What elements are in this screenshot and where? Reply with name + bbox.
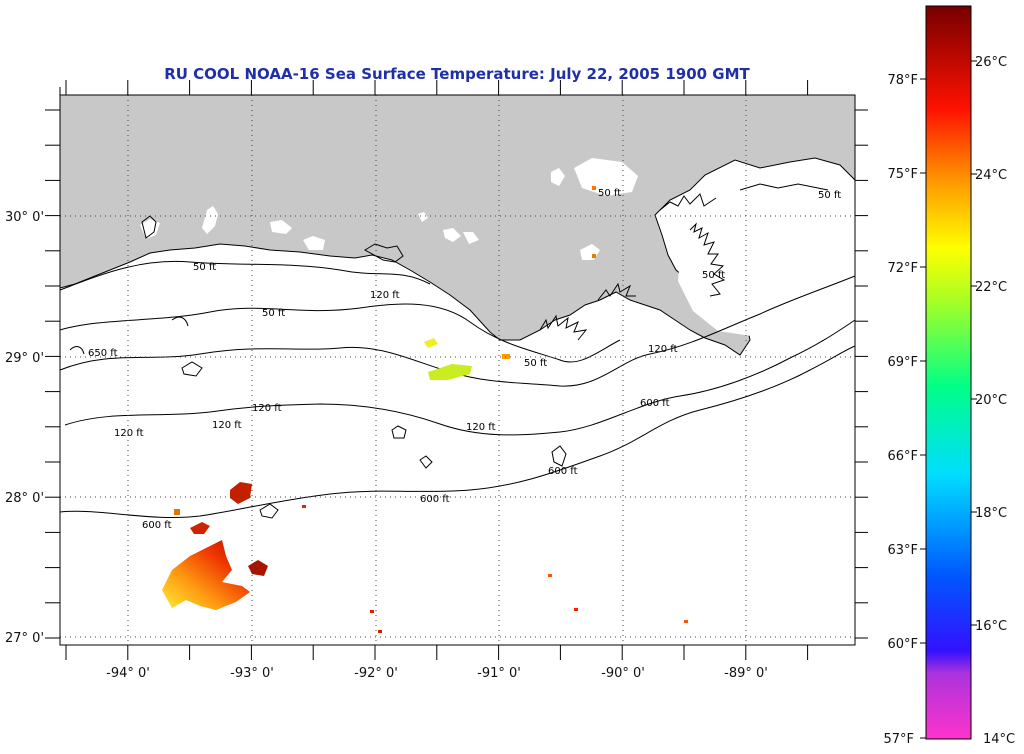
celsius-label: 14°C bbox=[983, 732, 1015, 747]
isobath-contours bbox=[59, 260, 856, 519]
map-area: 50 ft 50 ft 50 ft 50 ft 50 ft 50 ft 120 … bbox=[59, 94, 856, 646]
longitude-label: -91° 0' bbox=[477, 666, 521, 681]
sst-patch-hot bbox=[230, 482, 252, 504]
longitude-label: -90° 0' bbox=[601, 666, 645, 681]
sst-pixel bbox=[302, 505, 306, 508]
sst-pixel bbox=[574, 608, 578, 611]
isobath-label: 650 ft bbox=[88, 348, 118, 359]
isobath-labels: 50 ft 50 ft 50 ft 50 ft 50 ft 50 ft 120 … bbox=[88, 188, 841, 531]
sst-patch-hot bbox=[190, 522, 210, 534]
temperature-colorbar: 78°F 75°F 72°F 69°F 66°F 63°F 60°F 57°F … bbox=[883, 5, 1015, 747]
isobath-label: 600 ft bbox=[548, 466, 578, 477]
fahrenheit-label: 72°F bbox=[887, 261, 918, 276]
sst-pixel bbox=[684, 620, 688, 623]
sst-pixel bbox=[592, 186, 596, 190]
fahrenheit-label: 75°F bbox=[887, 167, 918, 182]
isobath-label: 600 ft bbox=[420, 494, 450, 505]
latitude-label: 30° 0' bbox=[5, 210, 44, 225]
colorbar-gradient bbox=[925, 5, 972, 740]
longitude-label: -89° 0' bbox=[724, 666, 768, 681]
isobath-label: 600 ft bbox=[142, 520, 172, 531]
sst-patch-hot bbox=[248, 560, 268, 576]
sst-pixel bbox=[592, 254, 596, 258]
celsius-labels: 26°C 24°C 22°C 20°C 18°C 16°C 14°C bbox=[975, 55, 1015, 747]
axis-ticks bbox=[45, 80, 868, 660]
delta-coastline bbox=[141, 183, 829, 341]
isobath-label: 50 ft bbox=[193, 262, 216, 273]
celsius-label: 22°C bbox=[975, 280, 1007, 295]
isobath-label: 120 ft bbox=[114, 428, 144, 439]
sst-patch-yellow bbox=[424, 338, 438, 348]
isobath-label: 600 ft bbox=[640, 398, 670, 409]
fahrenheit-label: 63°F bbox=[887, 543, 918, 558]
sst-pixel bbox=[370, 610, 374, 613]
isobath-label: 120 ft bbox=[370, 290, 400, 301]
latitude-label: 28° 0' bbox=[5, 491, 44, 506]
fahrenheit-labels: 78°F 75°F 72°F 69°F 66°F 63°F 60°F 57°F bbox=[883, 73, 918, 747]
isobath-label: 50 ft bbox=[818, 190, 841, 201]
map-frame bbox=[59, 94, 856, 646]
longitude-label: -92° 0' bbox=[354, 666, 398, 681]
sst-pixel bbox=[174, 509, 180, 515]
longitude-labels: -94° 0' -93° 0' -92° 0' -91° 0' -90° 0' … bbox=[106, 666, 768, 681]
land-coastline bbox=[59, 94, 856, 356]
fahrenheit-label: 57°F bbox=[883, 732, 914, 747]
sst-patch-yellow bbox=[428, 364, 472, 380]
lat-lon-grid bbox=[60, 95, 855, 645]
sst-data-patches bbox=[162, 186, 688, 633]
longitude-label: -93° 0' bbox=[230, 666, 274, 681]
longitude-label: -94° 0' bbox=[106, 666, 150, 681]
inland-water bbox=[140, 158, 848, 337]
sst-pixel bbox=[548, 574, 552, 577]
isobath-label: 50 ft bbox=[702, 270, 725, 281]
isobath-label: 50 ft bbox=[262, 308, 285, 319]
celsius-label: 16°C bbox=[975, 619, 1007, 634]
celsius-label: 18°C bbox=[975, 506, 1007, 521]
isobath-label: 120 ft bbox=[648, 344, 678, 355]
isobath-label: 120 ft bbox=[212, 420, 242, 431]
isobath-label: 50 ft bbox=[598, 188, 621, 199]
isobath-label: 120 ft bbox=[252, 403, 282, 414]
sst-patch-warm bbox=[162, 540, 250, 610]
isobath-label: 50 ft bbox=[524, 358, 547, 369]
celsius-label: 24°C bbox=[975, 168, 1007, 183]
celsius-label: 20°C bbox=[975, 393, 1007, 408]
fahrenheit-label: 69°F bbox=[887, 355, 918, 370]
latitude-label: 27° 0' bbox=[5, 631, 44, 646]
isobath-label: 120 ft bbox=[466, 422, 496, 433]
fahrenheit-label: 78°F bbox=[887, 73, 918, 88]
fahrenheit-label: 60°F bbox=[887, 637, 918, 652]
latitude-labels: 30° 0' 29° 0' 28° 0' 27° 0' bbox=[5, 210, 44, 646]
latitude-label: 29° 0' bbox=[5, 351, 44, 366]
fahrenheit-label: 66°F bbox=[887, 449, 918, 464]
celsius-label: 26°C bbox=[975, 55, 1007, 70]
sst-pixel bbox=[378, 630, 382, 633]
map-title: RU COOL NOAA-16 Sea Surface Temperature:… bbox=[164, 65, 750, 83]
